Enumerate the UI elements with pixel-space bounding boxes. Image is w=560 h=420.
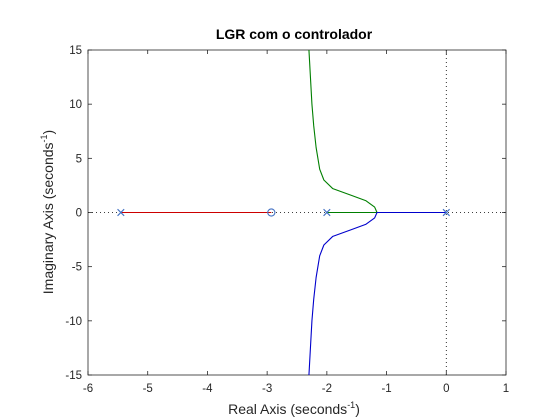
pole-marker [323,208,331,217]
y-tick-label: 0 [76,208,82,220]
y-tick-label: -5 [72,262,82,274]
pole-marker [117,208,125,217]
x-tick-label: -3 [262,383,272,395]
x-axis-label-sup: -1 [347,400,355,410]
x-axis-label-text: Real Axis (seconds [228,401,347,417]
y-axis-label-close: ) [40,130,56,135]
y-axis-label-sup: -1 [39,134,49,142]
zero-marker [267,208,276,217]
x-tick-label: 0 [443,383,449,395]
locus-branch-2 [308,49,378,214]
x-tick-label: -1 [381,383,391,395]
y-tick-label: -10 [65,316,82,328]
y-tick-label: -15 [65,370,82,382]
y-axis-label-text: Imaginary Axis (seconds [40,142,56,294]
x-tick-label: -4 [202,383,213,395]
x-tick-label: -2 [322,383,332,395]
y-tick-label: 5 [76,153,82,165]
y-tick-label: 10 [69,99,82,111]
x-tick-label: -5 [143,383,153,395]
x-axis-label-close: ) [355,401,360,417]
x-tick-label: -6 [83,383,93,395]
x-axis-label: Real Axis (seconds-1) [228,400,360,417]
locus-branch-3 [308,211,447,376]
y-tick-label: 15 [69,45,82,57]
y-axis-label: Imaginary Axis (seconds-1) [39,130,56,294]
chart-title: LGR com o controlador [216,26,373,42]
x-tick-label: 1 [503,383,509,395]
pole-marker [442,208,450,217]
